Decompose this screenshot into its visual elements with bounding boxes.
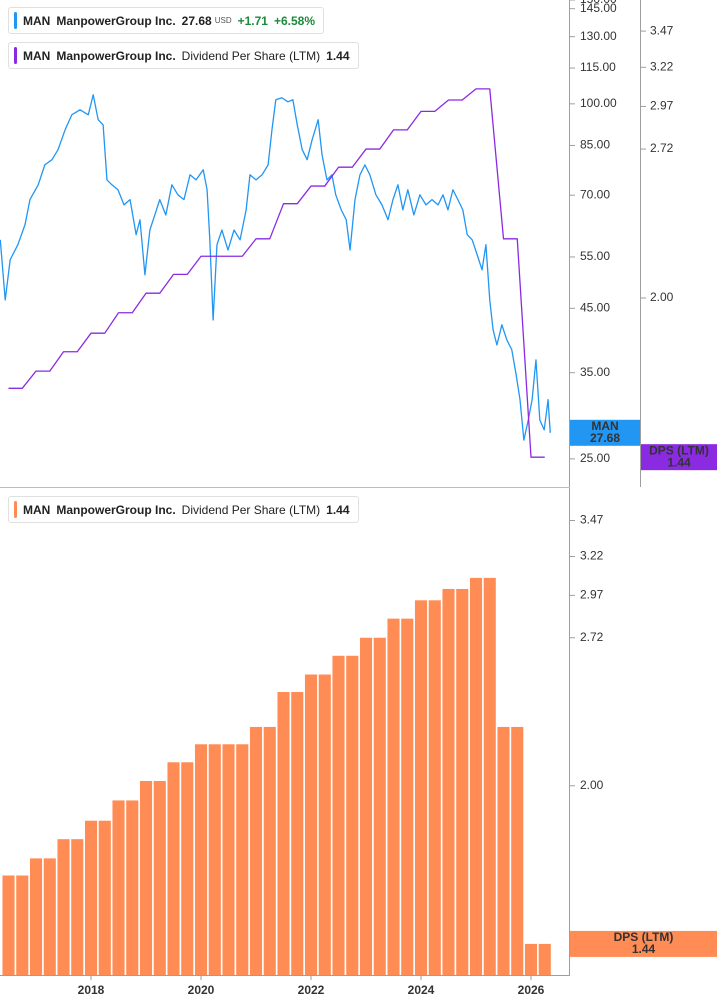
bar (249, 726, 263, 975)
legend-metric: Dividend Per Share (LTM) (181, 48, 321, 63)
value-tag-label: DPS (LTM) (614, 930, 674, 944)
bar (401, 618, 414, 975)
bar (263, 726, 276, 975)
y-tick-label: 45.00 (580, 301, 610, 315)
bar (208, 744, 221, 975)
y-tick-label: 2.72 (650, 141, 674, 155)
bar (2, 875, 15, 975)
x-tick-label: 2018 (78, 983, 105, 997)
legend-item: MAN ManpowerGroup Inc. Dividend Per Shar… (8, 496, 359, 523)
y-tick-label: 3.22 (580, 549, 604, 563)
bar (181, 762, 194, 975)
bar (469, 577, 483, 975)
price-line (0, 94, 551, 441)
bar (139, 780, 153, 975)
bar (194, 744, 208, 975)
legend-swatch (14, 501, 17, 518)
legend-item: MAN ManpowerGroup Inc. Dividend Per Shar… (8, 42, 359, 69)
y-tick-label: 2.00 (650, 290, 674, 304)
y-tick-label: 25.00 (580, 451, 610, 465)
legend-change-pct: +6.58% (273, 13, 316, 28)
bar (71, 839, 84, 975)
value-tag (570, 419, 640, 446)
bar (153, 780, 166, 975)
bar (442, 588, 455, 975)
bar (84, 820, 98, 975)
bar (29, 858, 43, 975)
legend-swatch (14, 47, 17, 64)
y-tick-label: 2.00 (580, 778, 604, 792)
bar (538, 943, 551, 975)
y-tick-label: 145.00 (580, 1, 617, 15)
x-tick-label: 2026 (518, 983, 545, 997)
dps-line (8, 88, 545, 458)
legend-symbol: MAN (23, 48, 51, 63)
x-tick-label: 2020 (188, 983, 215, 997)
value-tag (570, 930, 717, 957)
x-tick-label: 2024 (408, 983, 435, 997)
y-tick-label: 150.00 (580, 0, 617, 6)
legend-metric: Dividend Per Share (LTM) (181, 502, 321, 517)
y-tick-label: 3.47 (650, 23, 674, 37)
y-tick-label: 3.47 (580, 513, 604, 527)
bar (304, 674, 318, 975)
value-tag-value: 27.68 (590, 431, 620, 445)
y-tick-label: 3.22 (650, 59, 674, 73)
y-tick-label: 100.00 (580, 96, 617, 110)
bar (222, 744, 235, 975)
value-tag-label: DPS (LTM) (649, 443, 709, 457)
bar (524, 943, 538, 975)
bar (277, 692, 290, 975)
y-tick-label: 2.97 (580, 588, 604, 602)
bar (236, 744, 249, 975)
y-tick-label: 115.00 (580, 60, 616, 74)
legend-last-value: 1.44 (326, 48, 350, 63)
bar (112, 800, 125, 975)
bar (291, 692, 304, 975)
bar (456, 588, 469, 975)
bar (359, 637, 373, 975)
bar (57, 839, 70, 975)
bar (346, 655, 359, 975)
y-tick-label: 55.00 (580, 249, 610, 263)
legend-name: ManpowerGroup Inc. (56, 502, 176, 517)
legend-swatch (14, 12, 17, 29)
y-tick-label: 35.00 (580, 365, 610, 379)
bar (373, 637, 386, 975)
bar (387, 618, 400, 975)
x-tick-label: 2022 (298, 983, 325, 997)
bar (332, 655, 345, 975)
y-tick-label: 85.00 (580, 138, 610, 152)
legend-name: ManpowerGroup Inc. (56, 48, 176, 63)
bar (43, 858, 56, 975)
bar (126, 800, 139, 975)
y-tick-label: 2.72 (580, 630, 604, 644)
bar (16, 875, 29, 975)
legend-last-value: 1.44 (326, 502, 350, 517)
legend-symbol: MAN (23, 13, 51, 28)
y-tick-label: 70.00 (580, 187, 610, 201)
value-tag-value: 1.44 (632, 942, 656, 956)
value-tag-label: MAN (591, 419, 618, 433)
bar (511, 726, 524, 975)
bar (167, 762, 180, 975)
bar (414, 600, 428, 975)
value-tag (641, 444, 717, 471)
legend-item: MAN ManpowerGroup Inc. 27.68 USD +1.71 +… (8, 7, 325, 34)
legend-currency: USD (214, 16, 232, 25)
bar (497, 726, 510, 975)
value-tag-value: 1.44 (667, 455, 691, 469)
legend-name: ManpowerGroup Inc. (56, 13, 176, 28)
bar (98, 820, 111, 975)
bar (483, 577, 496, 975)
bar (428, 600, 441, 975)
y-tick-label: 130.00 (580, 29, 617, 43)
y-tick-label: 2.97 (650, 99, 674, 113)
legend-symbol: MAN (23, 502, 51, 517)
legend-last-value: 27.68 (181, 13, 212, 28)
legend-change: +1.71 (237, 13, 268, 28)
bar (318, 674, 331, 975)
